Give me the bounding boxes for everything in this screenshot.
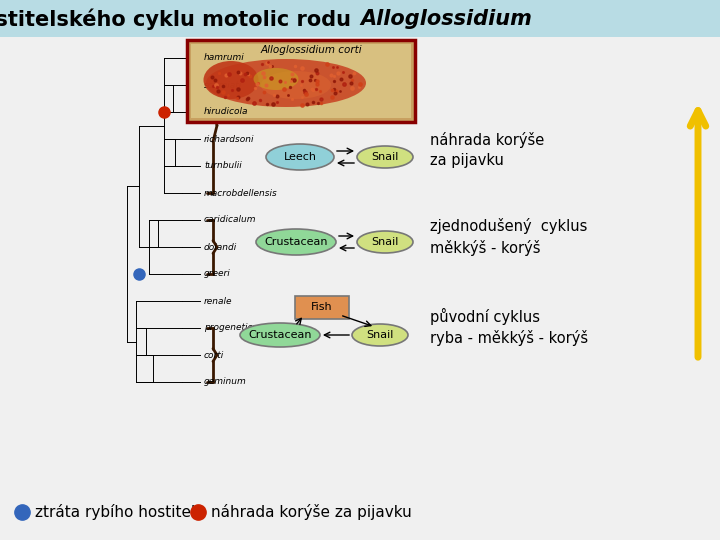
Text: původní cyklus
ryba - měkkýš - korýš: původní cyklus ryba - měkkýš - korýš	[430, 308, 588, 346]
Text: Alloglossidium: Alloglossidium	[360, 9, 532, 29]
Ellipse shape	[357, 231, 413, 253]
Ellipse shape	[357, 146, 413, 168]
Text: hirudicola: hirudicola	[204, 107, 248, 117]
Ellipse shape	[240, 323, 320, 347]
Ellipse shape	[261, 71, 331, 99]
Ellipse shape	[253, 68, 299, 90]
Ellipse shape	[266, 144, 334, 170]
Text: náhrada korýše za pijavku: náhrada korýše za pijavku	[211, 504, 412, 520]
Text: greeri: greeri	[204, 269, 230, 279]
Text: Fish: Fish	[311, 302, 333, 312]
Text: Snail: Snail	[372, 237, 399, 247]
Text: Crustacean: Crustacean	[248, 330, 312, 340]
Ellipse shape	[206, 59, 366, 107]
Text: Alloglossidium corti: Alloglossidium corti	[260, 45, 362, 55]
Text: doiandi: doiandi	[204, 242, 238, 252]
Text: náhrada korýše
za pijavku: náhrada korýše za pijavku	[430, 132, 544, 168]
Text: Leech: Leech	[284, 152, 317, 162]
Ellipse shape	[256, 229, 336, 255]
FancyBboxPatch shape	[295, 295, 349, 319]
FancyBboxPatch shape	[187, 40, 415, 122]
Text: Snail: Snail	[366, 330, 394, 340]
Text: geminum: geminum	[204, 377, 247, 387]
Text: caridicalum: caridicalum	[204, 215, 256, 225]
Text: turnbulii: turnbulii	[204, 161, 242, 171]
Text: Evoluce hostitelského cyklu motolic rodu: Evoluce hostitelského cyklu motolic rodu	[0, 8, 358, 30]
Text: corti: corti	[204, 350, 224, 360]
FancyBboxPatch shape	[0, 0, 720, 37]
Text: schmiati: schmiati	[204, 80, 242, 90]
Text: richardsoni: richardsoni	[204, 134, 254, 144]
Text: zjednodušený  cyklus
měkkýš - korýš: zjednodušený cyklus měkkýš - korýš	[430, 218, 588, 255]
FancyBboxPatch shape	[191, 44, 411, 118]
Text: hamrumi: hamrumi	[204, 53, 245, 63]
Text: progeneticum: progeneticum	[204, 323, 267, 333]
Ellipse shape	[352, 324, 408, 346]
Text: Snail: Snail	[372, 152, 399, 162]
Ellipse shape	[204, 61, 258, 99]
Text: renale: renale	[204, 296, 233, 306]
Text: macrobdellensis: macrobdellensis	[204, 188, 278, 198]
Text: ztráta rybího hostitele: ztráta rybího hostitele	[35, 504, 204, 520]
Text: Crustacean: Crustacean	[264, 237, 328, 247]
